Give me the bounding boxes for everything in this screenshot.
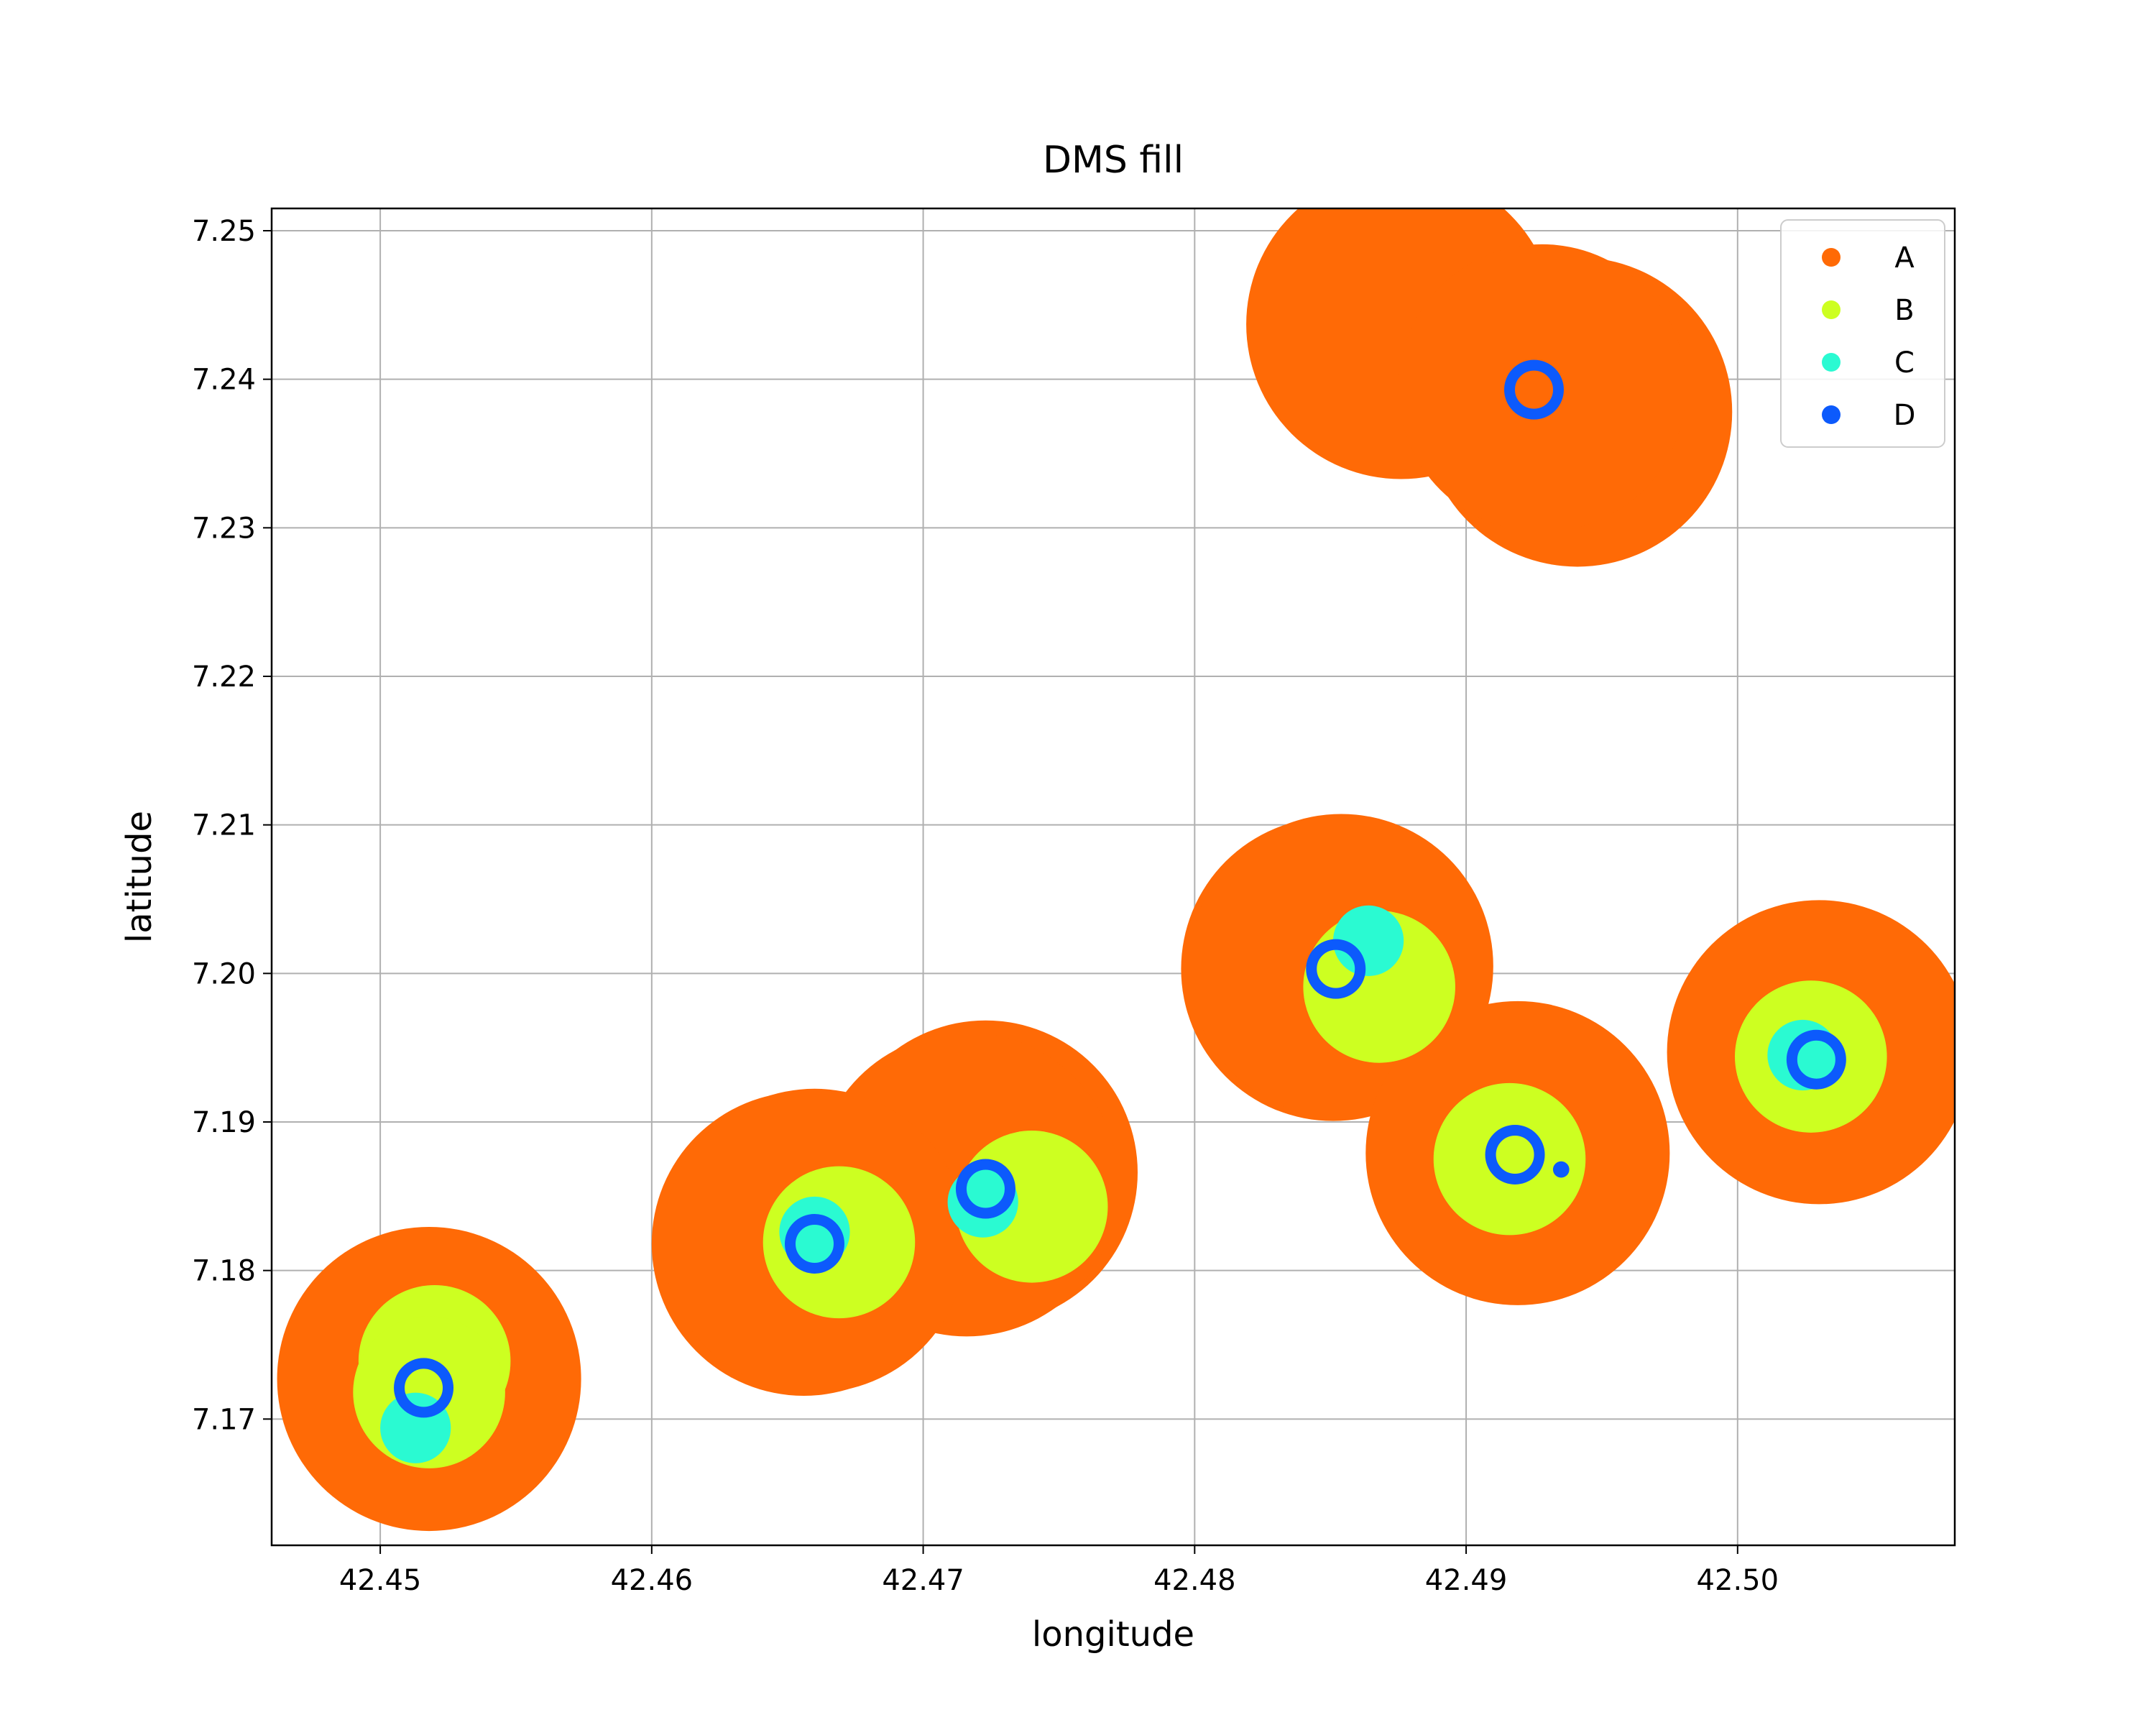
y-axis-ticks: 7.17 7.18 7.19 7.20 7.21 7.22 7.23 7.24 7.25	[192, 215, 272, 1436]
x-tick-label: 42.50	[1697, 1564, 1779, 1597]
x-tick-label: 42.47	[882, 1564, 964, 1597]
legend-label-a: A	[1894, 242, 1915, 275]
legend-marker-d	[1822, 405, 1841, 424]
y-tick-label: 7.23	[192, 512, 256, 545]
point-a	[1398, 244, 1687, 533]
point-d	[1306, 939, 1366, 999]
y-tick-label: 7.22	[192, 661, 256, 694]
y-tick-label: 7.21	[192, 809, 256, 842]
point-d	[1552, 1161, 1570, 1178]
legend-label-b: B	[1894, 294, 1914, 327]
legend-marker-c	[1822, 353, 1841, 372]
y-tick-label: 7.25	[192, 215, 256, 248]
y-tick-label: 7.20	[192, 957, 256, 990]
point-d	[784, 1213, 844, 1274]
point-d	[1786, 1029, 1846, 1090]
point-d	[1485, 1124, 1545, 1184]
x-tick-label: 42.48	[1153, 1564, 1236, 1597]
x-axis-label: longitude	[1032, 1614, 1194, 1655]
point-d	[394, 1358, 454, 1418]
plot-frame	[270, 207, 1956, 1547]
point-d	[955, 1159, 1015, 1219]
point-b	[1433, 1082, 1586, 1236]
x-tick-label: 42.46	[611, 1564, 694, 1597]
x-axis-ticks: 42.45 42.46 42.47 42.48 42.49 42.50	[339, 1545, 1779, 1597]
legend-label-c: C	[1894, 346, 1915, 380]
legend-marker-b	[1822, 300, 1841, 319]
y-tick-label: 7.17	[192, 1403, 256, 1436]
point-c	[779, 1196, 850, 1268]
legend-box	[1780, 219, 1945, 448]
y-tick-label: 7.18	[192, 1255, 256, 1288]
point-d	[1504, 359, 1564, 420]
x-tick-label: 42.45	[339, 1564, 422, 1597]
data-points	[277, 208, 1955, 1532]
legend-marker-a	[1822, 248, 1841, 267]
x-tick-label: 42.49	[1425, 1564, 1508, 1597]
y-tick-label: 7.19	[192, 1106, 256, 1139]
legend-label-d: D	[1894, 399, 1916, 432]
point-c	[1332, 905, 1404, 976]
y-tick-label: 7.24	[192, 364, 256, 397]
y-axis-label: latitude	[119, 811, 160, 943]
chart-title: DMS fill	[1043, 139, 1184, 182]
